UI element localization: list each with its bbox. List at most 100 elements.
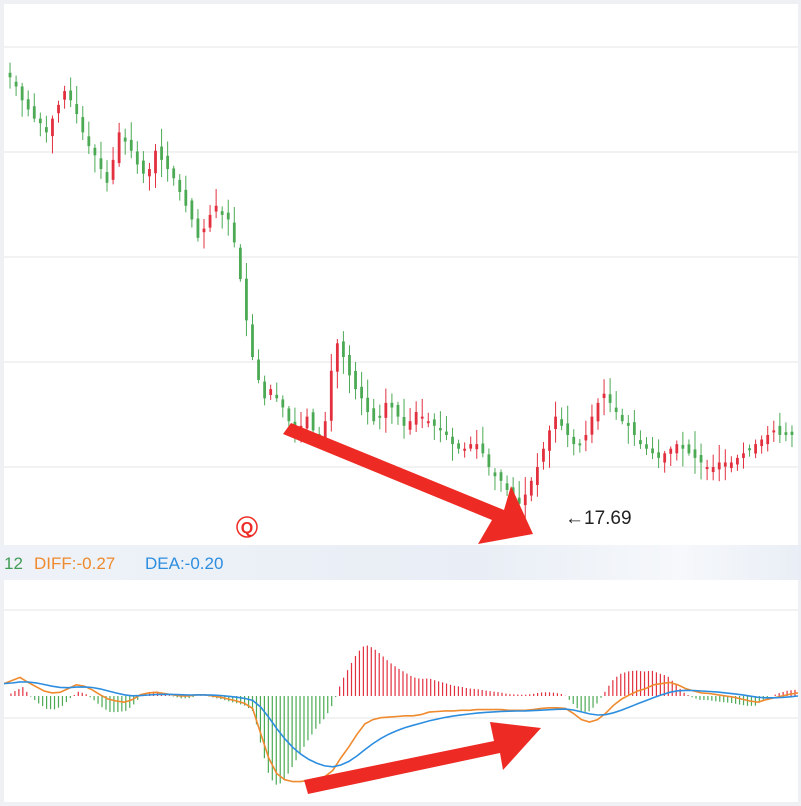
candle-body <box>93 147 97 156</box>
candle-body <box>669 448 673 454</box>
candle-body <box>348 354 351 376</box>
price-panel: ←17.69 Q <box>4 4 798 545</box>
candle-body <box>784 432 788 435</box>
candle-body <box>329 370 333 421</box>
macd-legend-diff: DIFF:-0.27 <box>34 554 116 573</box>
candle-body <box>38 118 42 124</box>
candle-body <box>772 430 776 433</box>
candle-body <box>566 423 570 435</box>
candle-body <box>214 205 218 212</box>
candle-body <box>378 415 382 418</box>
candle-body <box>354 370 357 390</box>
candle-body <box>172 168 176 179</box>
candle-body <box>711 467 715 473</box>
candle-body <box>342 341 345 358</box>
candle-body <box>572 436 576 445</box>
candle-body <box>487 454 491 468</box>
candle-body <box>257 359 260 380</box>
candle-body <box>687 444 691 454</box>
candle-body <box>602 393 606 399</box>
candle-body <box>596 402 600 422</box>
candle-body <box>160 146 163 160</box>
candle-body <box>396 404 400 417</box>
dea-line <box>4 681 798 768</box>
candle-body <box>208 214 212 228</box>
candle-body <box>632 422 636 435</box>
macd-legend-dea: DEA:-0.20 <box>145 554 224 573</box>
candle-body <box>238 247 242 280</box>
candle-body <box>663 453 667 463</box>
candle-body <box>81 117 85 133</box>
candle-body <box>590 416 594 435</box>
candle-body <box>141 160 145 174</box>
candle-body <box>469 444 473 449</box>
candle-body <box>608 394 612 403</box>
candle-body <box>45 127 48 133</box>
candle-body <box>372 408 376 422</box>
candle-body <box>560 419 564 426</box>
candle-body <box>505 483 509 490</box>
candle-body <box>129 139 133 151</box>
candle-body <box>75 104 79 115</box>
candle-body <box>693 449 697 458</box>
candle-body <box>281 399 285 408</box>
candle-body <box>681 444 685 449</box>
candle-body <box>166 155 170 170</box>
macd-legend-first: 12 <box>4 554 23 573</box>
candle-body <box>8 72 12 78</box>
candle-body <box>26 99 30 110</box>
candle-body <box>390 402 394 408</box>
candle-body <box>99 158 103 170</box>
candle-body <box>232 222 236 243</box>
candle-body <box>263 381 267 399</box>
candle-body <box>542 448 545 462</box>
candle-body <box>754 444 757 454</box>
candle-body <box>651 448 654 454</box>
candle-body <box>439 428 442 431</box>
candle-body <box>323 421 327 439</box>
candle-body <box>481 443 485 454</box>
trend-arrow-up <box>304 722 541 794</box>
candle-body <box>287 408 291 422</box>
candle-body <box>178 179 182 192</box>
candle-body <box>311 412 315 431</box>
candle-body <box>135 151 139 165</box>
candle-body <box>523 494 527 506</box>
candle-body <box>723 462 727 467</box>
candle-body <box>620 414 624 422</box>
candle-body <box>705 467 709 470</box>
candle-body <box>402 417 406 426</box>
trend-arrow-down <box>283 423 533 544</box>
candle-body <box>554 416 557 430</box>
candle-body <box>675 444 679 454</box>
candle-body <box>154 150 157 174</box>
candle-body <box>32 106 36 119</box>
candle-body <box>639 440 642 445</box>
candle-body <box>578 443 582 446</box>
candle-body <box>517 497 521 504</box>
candle-body <box>499 472 503 481</box>
candle-body <box>778 425 782 435</box>
candle-body <box>269 389 273 395</box>
candle-body <box>366 397 370 413</box>
marker-q-label: Q <box>241 520 253 537</box>
candle-body <box>117 132 121 164</box>
low-price-label: ←17.69 <box>565 508 632 529</box>
candle-body <box>717 462 721 470</box>
candle-body <box>535 467 539 486</box>
candle-body <box>69 90 73 101</box>
candle-body <box>384 402 388 418</box>
candle-body <box>196 218 200 238</box>
candle-body <box>457 443 460 449</box>
candle-body <box>736 457 739 465</box>
candle-body <box>105 172 109 183</box>
candle-body <box>614 407 618 413</box>
candle-body <box>657 452 661 458</box>
candle-body <box>584 434 588 441</box>
candle-body <box>335 343 339 372</box>
macd-legend-bar: 12 DIFF:-0.27 DEA:-0.20 <box>0 545 801 580</box>
candle-body <box>451 436 454 445</box>
candle-body <box>426 421 430 424</box>
candle-body <box>226 212 230 220</box>
